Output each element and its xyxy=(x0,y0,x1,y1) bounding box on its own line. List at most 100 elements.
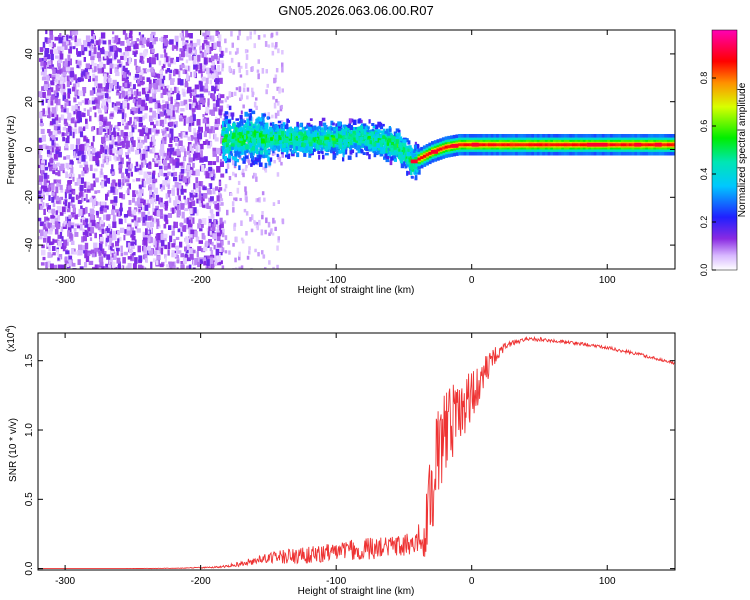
heat-cell xyxy=(209,247,213,252)
heat-cell xyxy=(241,144,244,150)
heat-cell xyxy=(251,66,254,72)
heat-cell xyxy=(156,53,159,61)
heat-cell xyxy=(95,98,100,106)
heat-cell xyxy=(119,227,125,233)
heat-cell xyxy=(67,125,72,132)
heat-cell xyxy=(207,242,210,246)
heat-cell xyxy=(182,41,185,46)
heat-cell xyxy=(173,70,176,77)
heat-cell xyxy=(123,56,128,61)
heat-cell xyxy=(232,70,235,75)
heat-cell xyxy=(282,122,286,127)
heat-cell xyxy=(169,235,173,243)
heat-cell xyxy=(172,44,175,51)
heat-cell xyxy=(188,176,191,184)
heat-cell xyxy=(174,124,177,128)
heat-cell xyxy=(166,264,169,268)
heat-cell xyxy=(128,72,131,76)
heat-cell xyxy=(163,109,167,116)
heat-cell xyxy=(101,136,106,144)
heat-cell xyxy=(313,132,317,137)
heat-cell xyxy=(131,219,134,223)
heat-cell xyxy=(240,65,243,69)
heat-cell xyxy=(127,187,130,194)
heat-cell xyxy=(379,153,383,157)
heat-cell xyxy=(103,207,107,213)
heat-cell xyxy=(238,266,241,269)
heat-cell xyxy=(58,130,61,134)
heat-cell xyxy=(265,217,268,224)
heat-cell xyxy=(118,261,121,268)
heat-cell xyxy=(57,60,61,67)
heat-cell xyxy=(250,228,254,233)
heat-cell xyxy=(155,154,158,159)
heat-cell xyxy=(114,103,117,107)
heat-cell xyxy=(49,222,53,228)
heat-cell xyxy=(72,46,76,50)
heat-cell xyxy=(175,41,179,48)
heat-cell xyxy=(181,145,185,153)
heat-cell xyxy=(57,257,60,261)
heat-cell xyxy=(41,76,47,81)
heat-cell xyxy=(96,160,100,167)
heat-cell xyxy=(92,135,95,142)
heat-cell xyxy=(61,114,65,121)
heat-cell xyxy=(52,95,56,100)
heat-cell xyxy=(124,46,128,52)
heat-cell xyxy=(261,211,264,215)
heat-cell xyxy=(383,128,386,134)
heat-cell xyxy=(121,117,125,124)
heat-cell xyxy=(245,144,249,150)
heat-cell xyxy=(342,152,345,158)
heat-cell xyxy=(110,199,115,204)
heat-cell xyxy=(159,86,163,90)
heat-cell xyxy=(230,192,233,196)
heat-cell xyxy=(90,227,95,234)
heat-cell xyxy=(288,128,292,134)
heat-cell xyxy=(167,191,171,198)
heat-cell xyxy=(99,39,104,44)
heat-cell xyxy=(277,128,281,134)
heat-cell xyxy=(256,137,261,143)
heat-cell xyxy=(125,51,130,57)
heat-cell xyxy=(47,89,52,96)
heat-cell xyxy=(164,165,168,171)
heat-cell xyxy=(249,35,252,40)
heat-cell xyxy=(67,216,71,224)
heat-cell xyxy=(226,96,229,100)
heat-cell xyxy=(162,136,167,141)
heat-cell xyxy=(85,218,89,223)
heat-cell xyxy=(218,34,222,42)
heat-cell xyxy=(57,59,63,63)
heat-cell xyxy=(171,172,175,177)
heat-cell xyxy=(341,137,344,142)
heat-cell xyxy=(349,125,354,131)
heat-cell xyxy=(43,159,47,166)
heat-cell xyxy=(296,152,300,158)
heat-cell xyxy=(59,68,64,75)
heat-cell xyxy=(186,266,189,269)
heat-cell xyxy=(44,81,48,87)
heat-cell xyxy=(71,204,76,208)
heat-cell xyxy=(172,265,176,269)
heat-cell xyxy=(120,141,124,146)
heat-cell xyxy=(46,182,49,188)
heat-cell xyxy=(219,100,224,104)
heat-cell xyxy=(151,88,154,94)
heat-cell xyxy=(124,33,128,40)
heat-cell xyxy=(66,128,69,135)
heat-cell xyxy=(167,109,172,116)
heat-cell xyxy=(206,30,211,36)
heat-cell xyxy=(346,125,351,129)
heat-cell xyxy=(365,146,369,151)
heat-cell xyxy=(59,212,64,216)
heat-cell xyxy=(67,268,72,269)
heat-cell xyxy=(192,162,195,168)
heat-cell xyxy=(348,128,352,134)
heat-cell xyxy=(196,41,201,46)
heat-cell xyxy=(68,255,73,262)
heat-cell xyxy=(286,118,289,123)
heat-cell xyxy=(100,266,105,269)
heat-cell xyxy=(223,139,227,143)
heat-cell xyxy=(253,172,256,176)
